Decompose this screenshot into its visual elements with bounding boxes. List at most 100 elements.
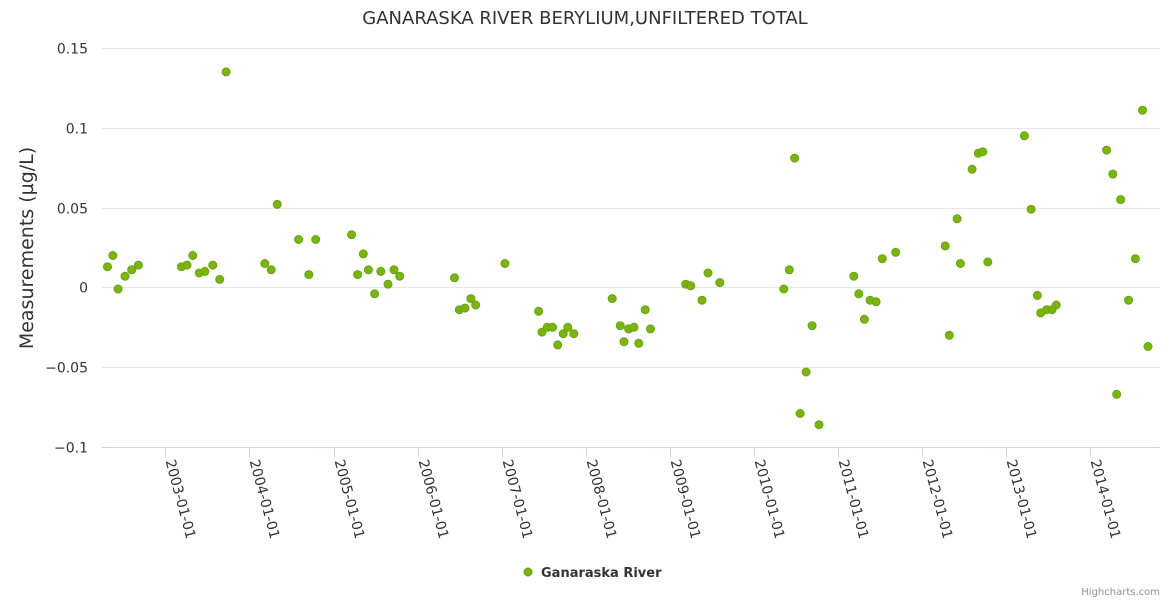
data-point[interactable]	[784, 265, 794, 275]
x-tick-label: 2012-01-01	[919, 458, 956, 541]
data-point[interactable]	[1102, 145, 1112, 155]
y-axis-tick-labels: −0.1 −0.05 0 0.05 0.1 0.15	[45, 42, 88, 457]
x-tick-label: 2009-01-01	[667, 458, 704, 541]
legend[interactable]: Ganaraska River	[523, 566, 662, 581]
data-point[interactable]	[697, 295, 707, 305]
data-point[interactable]	[1143, 342, 1153, 351]
data-point[interactable]	[347, 230, 357, 240]
data-point[interactable]	[376, 266, 386, 276]
data-point[interactable]	[983, 257, 993, 267]
data-point[interactable]	[200, 266, 210, 276]
data-point[interactable]	[304, 270, 314, 280]
data-point[interactable]	[120, 271, 130, 281]
x-tick-label: 2007-01-01	[499, 458, 536, 541]
data-point[interactable]	[127, 265, 137, 275]
y-tick-label: 0.15	[57, 42, 88, 58]
data-point[interactable]	[353, 270, 363, 280]
data-point[interactable]	[795, 409, 805, 418]
data-point[interactable]	[779, 284, 789, 294]
data-point[interactable]	[801, 367, 811, 377]
data-point[interactable]	[634, 338, 644, 348]
data-point[interactable]	[358, 249, 368, 259]
data-point[interactable]	[208, 260, 218, 270]
data-point[interactable]	[548, 322, 558, 332]
data-point[interactable]	[450, 273, 459, 283]
x-tick-label: 2008-01-01	[583, 458, 620, 541]
data-point[interactable]	[1124, 295, 1133, 305]
data-point[interactable]	[1138, 105, 1147, 115]
data-point[interactable]	[854, 289, 864, 299]
data-point[interactable]	[466, 294, 476, 304]
data-point[interactable]	[534, 306, 544, 316]
data-point[interactable]	[370, 289, 380, 299]
credits-link[interactable]: Highcharts.com	[1081, 587, 1160, 598]
data-point[interactable]	[807, 321, 817, 331]
data-point[interactable]	[553, 340, 563, 350]
data-point[interactable]	[944, 330, 954, 340]
data-point[interactable]	[615, 321, 625, 331]
data-point[interactable]	[1019, 131, 1029, 141]
data-point[interactable]	[686, 281, 696, 291]
data-point[interactable]	[967, 164, 977, 174]
data-point[interactable]	[871, 297, 881, 307]
x-tick-label: 2006-01-01	[415, 458, 452, 541]
data-point[interactable]	[108, 251, 118, 260]
data-point[interactable]	[619, 337, 629, 347]
data-point[interactable]	[978, 147, 988, 157]
data-point[interactable]	[471, 300, 481, 310]
x-tick-label: 2005-01-01	[331, 458, 368, 541]
data-point[interactable]	[383, 279, 393, 289]
data-point[interactable]	[790, 153, 800, 163]
data-point[interactable]	[1108, 169, 1118, 179]
legend-marker-icon[interactable]	[523, 567, 533, 577]
data-point[interactable]	[103, 262, 112, 272]
data-point[interactable]	[294, 235, 304, 244]
data-point[interactable]	[715, 278, 725, 288]
data-point[interactable]	[955, 259, 965, 268]
y-axis-label: Measurements (µg/L)	[16, 147, 38, 349]
data-point[interactable]	[500, 259, 510, 268]
data-point[interactable]	[113, 284, 123, 294]
data-point[interactable]	[1116, 195, 1126, 205]
data-point[interactable]	[272, 199, 282, 209]
data-point[interactable]	[1026, 204, 1036, 214]
data-point[interactable]	[640, 305, 650, 315]
data-point[interactable]	[703, 268, 713, 278]
data-point[interactable]	[389, 265, 399, 275]
data-point[interactable]	[1112, 389, 1122, 399]
data-point[interactable]	[814, 420, 824, 430]
series-ganaraska-river[interactable]	[103, 67, 1153, 430]
data-point[interactable]	[849, 271, 859, 281]
data-point[interactable]	[1051, 300, 1061, 310]
data-point[interactable]	[891, 247, 901, 257]
data-point[interactable]	[221, 67, 231, 77]
grid-lines	[102, 48, 1160, 368]
data-point[interactable]	[266, 265, 276, 275]
y-tick-label: 0.1	[66, 122, 88, 138]
legend-label[interactable]: Ganaraska River	[541, 566, 662, 581]
data-point[interactable]	[859, 314, 869, 324]
y-tick-label: −0.05	[45, 361, 88, 377]
data-point[interactable]	[363, 265, 373, 275]
data-point[interactable]	[607, 294, 617, 304]
x-axis-ticks: 2003-01-01 2004-01-01 2005-01-01 2006-01-01…	[162, 447, 1123, 541]
data-point[interactable]	[215, 274, 225, 284]
data-point[interactable]	[940, 241, 950, 251]
data-point[interactable]	[563, 322, 573, 332]
data-point[interactable]	[311, 235, 321, 244]
data-point[interactable]	[558, 329, 568, 339]
data-point[interactable]	[646, 324, 655, 334]
data-point[interactable]	[569, 329, 579, 339]
data-point[interactable]	[188, 251, 198, 260]
data-point[interactable]	[460, 303, 470, 313]
data-point[interactable]	[877, 254, 887, 264]
data-point[interactable]	[260, 259, 270, 268]
data-point[interactable]	[182, 260, 192, 270]
y-tick-label: −0.1	[54, 441, 88, 457]
data-point[interactable]	[1130, 254, 1140, 264]
data-point[interactable]	[1032, 290, 1042, 300]
data-point[interactable]	[629, 322, 639, 332]
data-point[interactable]	[395, 271, 405, 281]
data-point[interactable]	[952, 214, 962, 224]
data-point[interactable]	[133, 260, 143, 270]
